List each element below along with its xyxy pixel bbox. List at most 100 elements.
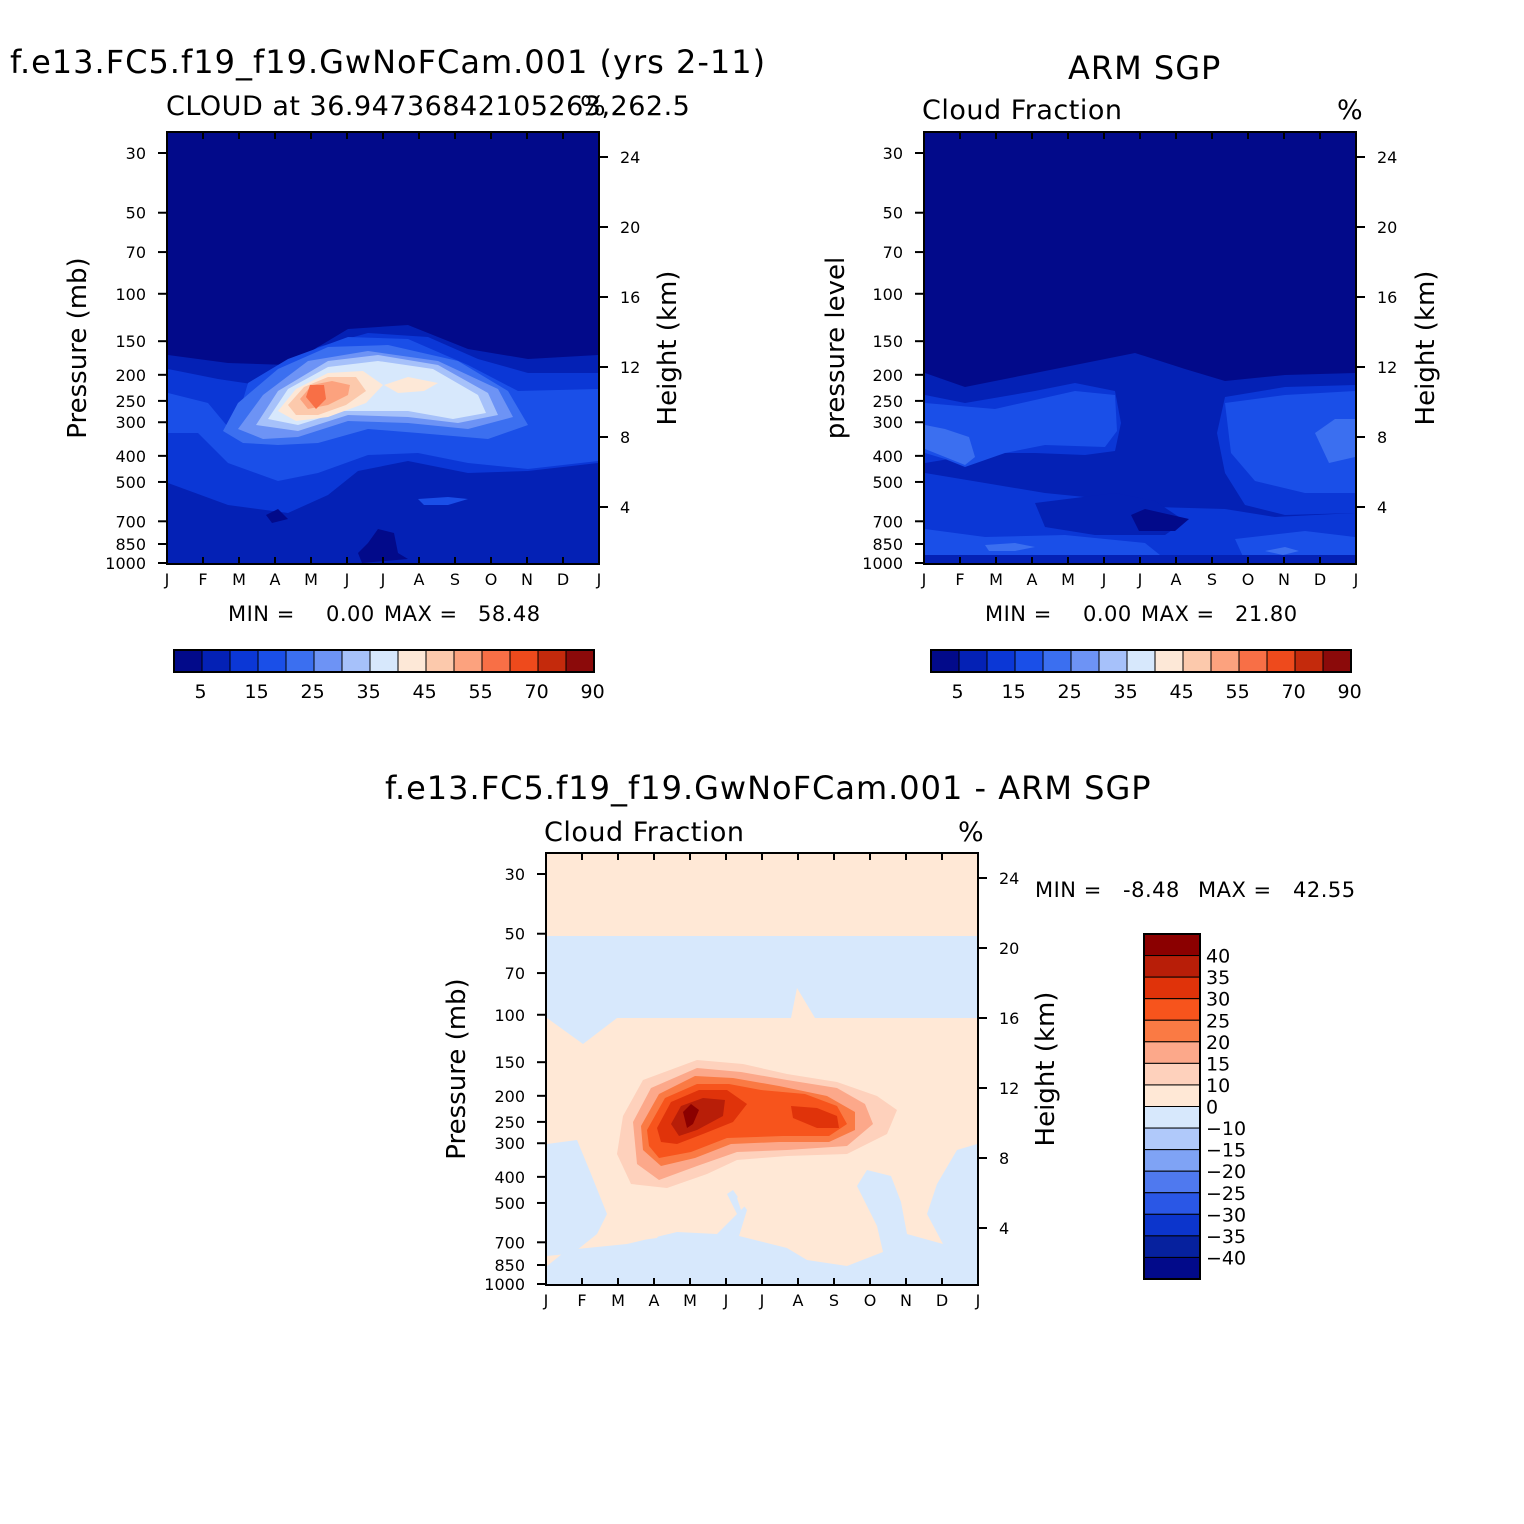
contour-plot-model: [166, 131, 600, 565]
subtitle-right-diff: %: [958, 817, 985, 848]
x-tick-label: J: [1101, 570, 1107, 589]
x-tick-label: J: [596, 570, 602, 589]
y-tick-label: 50: [505, 925, 525, 944]
y-tick-label: 150: [115, 332, 146, 351]
y-right-tick-label: 24: [999, 869, 1019, 888]
colorbar-label: 10: [1206, 1075, 1230, 1097]
colorbar-frame: [1143, 933, 1201, 1280]
colorbar-label: 35: [1114, 681, 1138, 703]
min-label-obs: MIN =: [985, 602, 1052, 626]
y-tick-label: 300: [872, 413, 903, 432]
x-tick-label: M: [1061, 570, 1075, 589]
x-tick-label: D: [1314, 570, 1326, 589]
colorbar-swatch: [369, 649, 399, 673]
colorbar-label: 5: [195, 681, 207, 703]
y-right-tick-label: 4: [1377, 498, 1387, 517]
colorbar-swatch: [425, 649, 455, 673]
colorbar-swatch: [1294, 649, 1324, 673]
y-right-tick-label: 20: [1377, 218, 1397, 237]
x-tick-label: A: [649, 1291, 660, 1310]
colorbar-swatch: [1070, 649, 1100, 673]
x-tick-label: O: [485, 570, 498, 589]
x-tick-label: N: [521, 570, 533, 589]
subtitle-left-diff: Cloud Fraction: [544, 817, 745, 848]
colorbar-swatch: [1143, 1256, 1201, 1280]
x-tick-label: J: [1137, 570, 1143, 589]
y-tick-label: 250: [494, 1113, 525, 1132]
x-tick-label: J: [723, 1291, 729, 1310]
y-right-tick-label: 20: [620, 218, 640, 237]
y-tick-label: 70: [505, 964, 525, 983]
y-tick-label: 100: [494, 1006, 525, 1025]
colorbar-swatch: [1042, 649, 1072, 673]
x-tick-label: F: [577, 1291, 586, 1310]
y-tick-label: 250: [115, 392, 146, 411]
y-tick-label: 200: [872, 366, 903, 385]
y-right-tick-label: 8: [999, 1149, 1009, 1168]
x-tick-label: A: [1027, 570, 1038, 589]
x-tick-label: A: [1171, 570, 1182, 589]
contour-level: [306, 385, 326, 409]
y-tick-label: 50: [126, 204, 146, 223]
colorbar-label: 20: [1206, 1032, 1230, 1054]
colorbar-label: 15: [1206, 1053, 1230, 1075]
contour-level: [358, 529, 408, 563]
colorbar-label: 5: [952, 681, 964, 703]
colorbar-label: −25: [1206, 1183, 1246, 1205]
x-tick-label: O: [864, 1291, 877, 1310]
min-value-diff: -8.48: [1123, 878, 1180, 902]
colorbar-swatch: [1143, 1019, 1201, 1043]
y-right-tick-label: 12: [620, 358, 640, 377]
contour-level: [266, 509, 288, 523]
min-label-diff: MIN =: [1035, 878, 1102, 902]
colorbar-swatch: [1143, 1127, 1201, 1151]
colorbar-label: 90: [581, 681, 605, 703]
colorbar-swatch: [1143, 1149, 1201, 1172]
colorbar-swatch: [453, 649, 483, 673]
colorbar-swatch: [397, 649, 427, 673]
colorbar-swatch: [930, 649, 960, 673]
y-right-tick-label: 12: [1377, 358, 1397, 377]
x-tick-label: M: [232, 570, 246, 589]
y-tick-label: 700: [115, 512, 146, 531]
colorbar-label: 45: [1170, 681, 1194, 703]
colorbar-swatch: [257, 649, 287, 673]
colorbar-label: 35: [357, 681, 381, 703]
min-value-model: 0.00: [326, 602, 375, 626]
y-right-tick-label: 24: [620, 148, 640, 167]
contour-level: [985, 543, 1035, 551]
colorbar-swatch: [1266, 649, 1296, 673]
contour-plot-diff: [545, 852, 979, 1286]
colorbar-swatch: [1014, 649, 1044, 673]
contour-level: [1235, 531, 1355, 561]
colorbar-swatch: [1154, 649, 1184, 673]
contour-level: [925, 391, 1117, 467]
subtitle-right-obs: %: [1337, 95, 1364, 126]
colorbar-swatch: [1322, 649, 1352, 673]
colorbar-label: 70: [525, 681, 549, 703]
x-tick-label: M: [683, 1291, 697, 1310]
contour-level: [925, 425, 975, 465]
colorbar-swatch: [229, 649, 259, 673]
x-tick-label: J: [921, 570, 927, 589]
y-tick-label: 30: [505, 865, 525, 884]
y-tick-label: 500: [115, 473, 146, 492]
max-label-model: MAX =: [384, 602, 458, 626]
colorbar-label: 0: [1206, 1097, 1218, 1119]
chart-title-obs: ARM SGP: [1068, 49, 1222, 87]
x-tick-label: S: [1207, 570, 1217, 589]
y-tick-label: 100: [872, 285, 903, 304]
colorbar-label: −40: [1206, 1247, 1246, 1269]
y-tick-label: 1000: [862, 554, 903, 573]
colorbar-swatch: [1126, 649, 1156, 673]
colorbar-swatch: [173, 649, 203, 673]
colorbar-label: 30: [1206, 989, 1230, 1011]
x-tick-label: N: [1278, 570, 1290, 589]
colorbar-label: 35: [1206, 967, 1230, 989]
x-tick-label: M: [611, 1291, 625, 1310]
x-tick-label: M: [989, 570, 1003, 589]
y-right-tick-label: 12: [999, 1079, 1019, 1098]
x-tick-label: D: [936, 1291, 948, 1310]
colorbar-frame: [930, 649, 1352, 673]
colorbar-label: −15: [1206, 1140, 1246, 1162]
